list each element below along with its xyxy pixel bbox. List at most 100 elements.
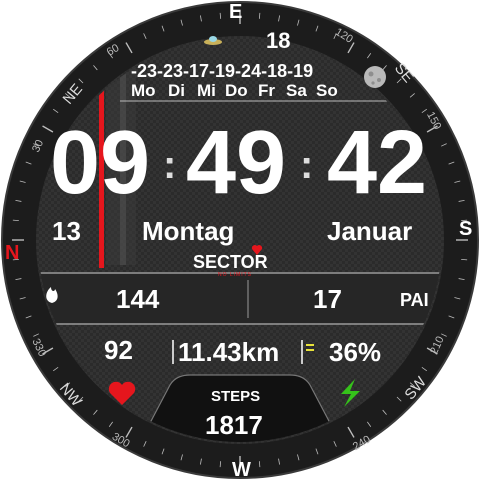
heart-rate-value: 92 xyxy=(104,335,133,365)
bezel-tick xyxy=(33,143,39,147)
date-weekday: Montag xyxy=(142,216,234,246)
bezel-tick xyxy=(441,333,447,337)
bezel-tick xyxy=(33,333,39,337)
bezel-tick xyxy=(25,315,32,319)
bezel-tick xyxy=(278,15,280,22)
pai-label: PAI xyxy=(400,290,429,310)
red-accent-bar xyxy=(99,70,104,268)
bezel-tick xyxy=(333,33,337,39)
bezel-tick xyxy=(458,200,465,202)
flame-icon xyxy=(46,287,58,303)
bezel-tick xyxy=(458,278,465,280)
bezel-tick xyxy=(161,448,165,455)
bezel-tick xyxy=(78,78,84,84)
bezel-tick xyxy=(297,454,300,461)
compass-west: W xyxy=(232,459,251,480)
date-day: 13 xyxy=(52,216,81,246)
compass-east: E xyxy=(229,1,242,23)
bezel-tick xyxy=(12,258,19,261)
bezel-tick xyxy=(125,426,133,438)
battery-value: 36% xyxy=(329,337,381,367)
bezel-tick xyxy=(258,12,261,19)
bezel-tick xyxy=(53,367,59,372)
bezel-tick xyxy=(347,42,355,54)
steps-label: STEPS xyxy=(211,388,260,405)
bezel-tick xyxy=(461,219,468,222)
bezel-tick xyxy=(396,78,402,84)
bezel-tick xyxy=(143,33,147,39)
brand-tagline: NO LIMITS xyxy=(218,272,252,278)
bezel-tick xyxy=(42,125,54,133)
bezel-tick xyxy=(367,421,372,427)
bezel-tick xyxy=(396,396,402,402)
bezel-ticks xyxy=(12,12,468,468)
bezel-tick xyxy=(421,367,427,372)
bezel-tick xyxy=(448,161,455,165)
bezel-tick xyxy=(42,347,54,355)
battery-icon xyxy=(306,344,314,351)
weekday-label: Mi xyxy=(197,81,216,100)
weather-ufo-icon xyxy=(204,36,222,45)
bezel-tick xyxy=(180,19,183,26)
weekday-label: Fr xyxy=(258,81,275,100)
bezel-tick xyxy=(15,278,22,280)
bezel-tick xyxy=(108,53,113,59)
bezel-tick xyxy=(93,409,98,415)
compass-south: S xyxy=(459,218,472,240)
bezel-tick xyxy=(454,180,461,183)
brand-name: SECTOR xyxy=(193,252,268,272)
bezel-tick xyxy=(219,12,222,19)
heart-icon xyxy=(108,381,136,405)
date-month: Januar xyxy=(327,216,412,246)
bezel-tick xyxy=(367,53,372,59)
bezel-tick xyxy=(426,347,438,355)
weekday-label: Di xyxy=(168,81,185,100)
compass-north: N xyxy=(5,242,19,264)
time-minutes: 49 xyxy=(186,113,286,213)
lightning-icon xyxy=(341,379,360,407)
bezel-tick xyxy=(200,15,202,22)
bezel-tick xyxy=(65,93,71,98)
moon-phase-icon xyxy=(364,66,386,88)
time-separator-1: : xyxy=(163,143,176,187)
bezel-tick xyxy=(278,458,280,465)
deg-30: 30 xyxy=(30,138,46,154)
bezel-tick xyxy=(347,426,355,438)
time-hours: 09 xyxy=(50,113,150,213)
bezel-tick xyxy=(25,161,32,165)
brand-logo-mark xyxy=(251,245,263,255)
weekday-label: Sa xyxy=(286,81,307,100)
bezel-tick xyxy=(315,25,319,32)
bezel-tick xyxy=(382,409,387,415)
forecast-temperatures: -23-23-17-19-24-18-19 xyxy=(131,61,313,81)
bezel-tick xyxy=(441,143,447,147)
bezel-tick xyxy=(143,441,147,447)
bezel-tick xyxy=(161,25,165,32)
weekday-label: Do xyxy=(225,81,248,100)
bezel-tick xyxy=(125,42,133,54)
weekday-label: So xyxy=(316,81,338,100)
pai-value: 17 xyxy=(313,284,342,314)
time-separator-2: : xyxy=(300,143,313,187)
time-seconds: 42 xyxy=(327,113,427,213)
bezel-tick xyxy=(180,454,183,461)
bezel-tick xyxy=(382,65,387,71)
bezel-tick xyxy=(409,382,415,387)
bezel-tick xyxy=(93,65,98,71)
bezel-tick xyxy=(454,297,461,300)
dial xyxy=(36,36,444,444)
bezel-tick xyxy=(426,125,438,133)
bezel-tick xyxy=(15,200,22,202)
bezel-tick xyxy=(421,108,427,113)
steps-value: 1817 xyxy=(205,410,263,440)
bezel-tick xyxy=(19,297,26,300)
bezel-tick xyxy=(258,461,261,468)
bezel-tick xyxy=(448,315,455,319)
bezel-tick xyxy=(53,108,59,113)
calories-value: 144 xyxy=(116,284,160,314)
bezel-tick xyxy=(461,258,468,261)
bezel-tick xyxy=(78,396,84,402)
bezel-tick xyxy=(333,441,337,447)
current-temperature: 18 xyxy=(266,28,290,53)
